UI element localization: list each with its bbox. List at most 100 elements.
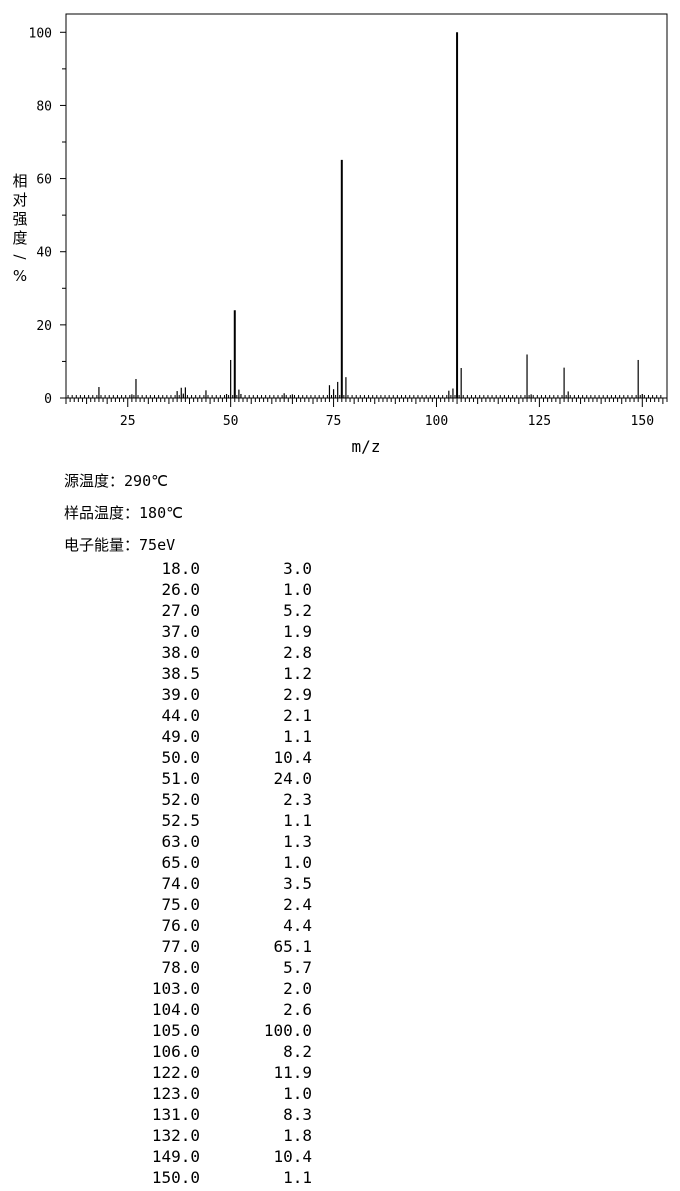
source-temperature-label: 源温度： — [64, 472, 125, 490]
mz-value: 44.0 — [161, 706, 200, 725]
mz-value: 63.0 — [161, 832, 200, 851]
mz-value: 74.0 — [161, 874, 200, 893]
intensity-value: 10.4 — [273, 1147, 312, 1166]
table-row: 150.0 1.1 — [120, 1167, 320, 1188]
x-tick-label: 25 — [120, 414, 136, 429]
electron-energy-label: 电子能量： — [64, 536, 140, 554]
mz-value: 27.0 — [161, 601, 200, 620]
mz-value: 105.0 — [151, 1021, 200, 1040]
table-row: 78.0 5.7 — [120, 957, 320, 978]
mz-value: 18.0 — [161, 559, 200, 578]
y-tick-label: 20 — [36, 319, 52, 334]
y-axis-label-char: 对 — [12, 191, 27, 209]
mz-value: 51.0 — [161, 769, 200, 788]
intensity-value: 24.0 — [273, 769, 312, 788]
table-row: 105.0 100.0 — [120, 1020, 320, 1041]
intensity-value: 1.0 — [283, 580, 312, 599]
intensity-value: 2.0 — [283, 979, 312, 998]
intensity-value: 65.1 — [273, 937, 312, 956]
table-row: 104.0 2.6 — [120, 999, 320, 1020]
mz-value: 37.0 — [161, 622, 200, 641]
mz-value: 38.0 — [161, 643, 200, 662]
source-temperature: 源温度：290℃ — [64, 470, 168, 491]
intensity-value: 100.0 — [263, 1021, 312, 1040]
mz-value: 38.5 — [161, 664, 200, 683]
intensity-value: 2.1 — [283, 706, 312, 725]
mz-value: 132.0 — [151, 1126, 200, 1145]
y-axis-label-char: % — [13, 267, 27, 285]
intensity-value: 1.9 — [283, 622, 312, 641]
x-minor-ticks — [69, 398, 668, 402]
mz-value: 52.0 — [161, 790, 200, 809]
table-row: 26.0 1.0 — [120, 579, 320, 600]
table-row: 63.0 1.3 — [120, 831, 320, 852]
table-row: 27.0 5.2 — [120, 600, 320, 621]
x-axis-label: m/z — [352, 437, 381, 456]
table-row: 76.0 4.4 — [120, 915, 320, 936]
mz-value: 50.0 — [161, 748, 200, 767]
y-axis-label-char: 度 — [12, 229, 27, 247]
intensity-value: 2.8 — [283, 643, 312, 662]
x-tick-label: 150 — [631, 414, 654, 429]
y-tick-label: 60 — [36, 173, 52, 188]
intensity-value: 3.5 — [283, 874, 312, 893]
mz-value: 76.0 — [161, 916, 200, 935]
table-row: 18.0 3.0 — [120, 558, 320, 579]
mz-value: 49.0 — [161, 727, 200, 746]
y-axis-label-char: 相 — [12, 172, 27, 190]
electron-energy: 电子能量：75eV — [64, 534, 175, 555]
mz-value: 103.0 — [151, 979, 200, 998]
intensity-value: 8.3 — [283, 1105, 312, 1124]
intensity-value: 2.6 — [283, 1000, 312, 1019]
mz-value: 131.0 — [151, 1105, 200, 1124]
table-row: 44.0 2.1 — [120, 705, 320, 726]
sample-temperature: 样品温度：180℃ — [64, 502, 183, 523]
intensity-value: 2.4 — [283, 895, 312, 914]
electron-energy-value: 75eV — [139, 536, 176, 554]
table-row: 38.5 1.2 — [120, 663, 320, 684]
intensity-value: 11.9 — [273, 1063, 312, 1082]
mz-value: 150.0 — [151, 1168, 200, 1187]
spectrum-peaks — [67, 32, 662, 398]
table-row: 65.0 1.0 — [120, 852, 320, 873]
y-axis-ticks: 0 20 40 60 80 100 — [29, 26, 66, 407]
table-row: 39.0 2.9 — [120, 684, 320, 705]
intensity-value: 3.0 — [283, 559, 312, 578]
intensity-value: 1.8 — [283, 1126, 312, 1145]
intensity-value: 1.1 — [283, 1168, 312, 1187]
y-axis-label-char: 强 — [12, 210, 27, 228]
y-tick-label: 100 — [29, 26, 52, 41]
table-row: 131.0 8.3 — [120, 1104, 320, 1125]
plot-frame — [65, 13, 668, 399]
mz-value: 77.0 — [161, 937, 200, 956]
intensity-value: 5.7 — [283, 958, 312, 977]
source-temperature-value: 290℃ — [124, 472, 168, 490]
table-row: 74.0 3.5 — [120, 873, 320, 894]
intensity-value: 1.0 — [283, 853, 312, 872]
intensity-value: 8.2 — [283, 1042, 312, 1061]
y-tick-label: 80 — [36, 99, 52, 114]
intensity-value: 1.2 — [283, 664, 312, 683]
table-row: 123.0 1.0 — [120, 1083, 320, 1104]
intensity-value: 1.1 — [283, 811, 312, 830]
intensity-value: 10.4 — [273, 748, 312, 767]
table-row: 75.0 2.4 — [120, 894, 320, 915]
table-row: 38.0 2.8 — [120, 642, 320, 663]
y-tick-label: 40 — [36, 246, 52, 261]
mz-value: 39.0 — [161, 685, 200, 704]
mz-value: 75.0 — [161, 895, 200, 914]
mz-value: 149.0 — [151, 1147, 200, 1166]
intensity-value: 1.1 — [283, 727, 312, 746]
table-row: 51.0 24.0 — [120, 768, 320, 789]
mz-value: 106.0 — [151, 1042, 200, 1061]
intensity-value: 1.0 — [283, 1084, 312, 1103]
intensity-value: 2.3 — [283, 790, 312, 809]
intensity-value: 2.9 — [283, 685, 312, 704]
peak-table: 18.0 3.0 26.0 1.0 27.0 5.2 37.0 1.9 38.0 2.8 38.5 1… — [120, 558, 320, 1188]
table-row: 132.0 1.8 — [120, 1125, 320, 1146]
table-row: 106.0 8.2 — [120, 1041, 320, 1062]
mz-value: 65.0 — [161, 853, 200, 872]
mz-value: 26.0 — [161, 580, 200, 599]
